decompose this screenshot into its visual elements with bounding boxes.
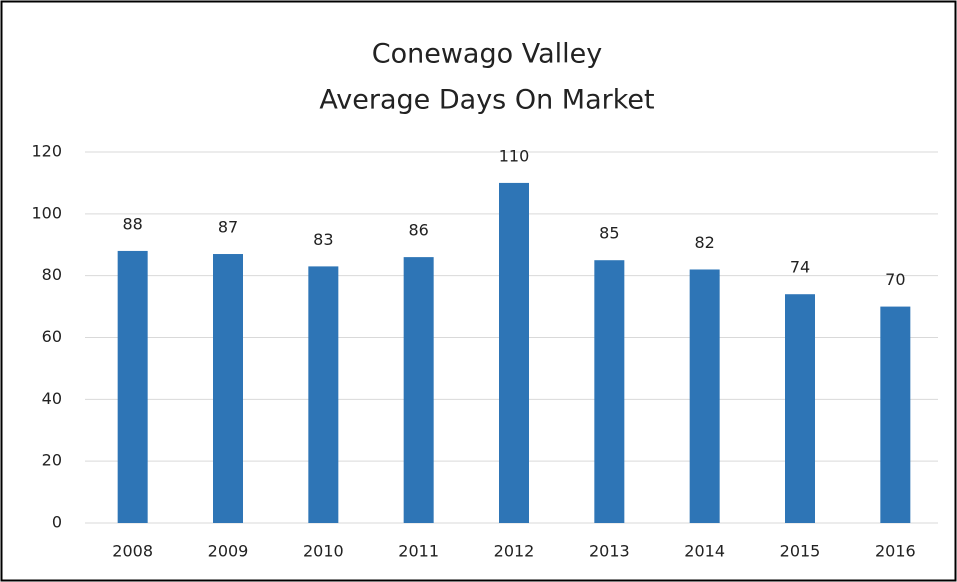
x-tick-label: 2008 <box>112 542 153 561</box>
chart-title: Average Days On Market <box>319 85 654 116</box>
bar <box>117 250 148 523</box>
data-label: 70 <box>885 270 905 289</box>
chart-title: Conewago Valley <box>372 39 602 70</box>
bar <box>689 269 720 523</box>
x-tick-label: 2012 <box>494 542 535 561</box>
data-label: 87 <box>218 218 238 237</box>
data-label: 110 <box>499 146 530 165</box>
bar <box>403 257 434 523</box>
data-label: 83 <box>313 230 333 249</box>
y-tick-label: 100 <box>31 203 62 222</box>
y-tick-label: 0 <box>52 513 62 532</box>
bar <box>880 306 911 523</box>
x-tick-label: 2011 <box>398 542 439 561</box>
bar <box>785 294 815 523</box>
data-label: 74 <box>790 258 810 277</box>
bar <box>308 266 339 523</box>
data-label: 85 <box>599 224 619 243</box>
data-label: 88 <box>122 214 142 233</box>
x-tick-label: 2010 <box>303 542 344 561</box>
bar <box>499 182 529 523</box>
data-label: 86 <box>408 221 428 240</box>
x-tick-label: 2014 <box>684 542 725 561</box>
y-tick-label: 60 <box>42 327 62 346</box>
bar <box>594 260 625 523</box>
y-tick-label: 80 <box>42 265 62 284</box>
x-tick-label: 2016 <box>875 542 916 561</box>
y-tick-label: 20 <box>42 451 62 470</box>
y-tick-label: 120 <box>31 142 62 161</box>
bar <box>213 254 243 523</box>
x-tick-label: 2013 <box>589 542 630 561</box>
data-label: 82 <box>694 233 714 252</box>
x-tick-label: 2009 <box>208 542 249 561</box>
x-tick-label: 2015 <box>780 542 821 561</box>
y-tick-label: 40 <box>42 389 62 408</box>
